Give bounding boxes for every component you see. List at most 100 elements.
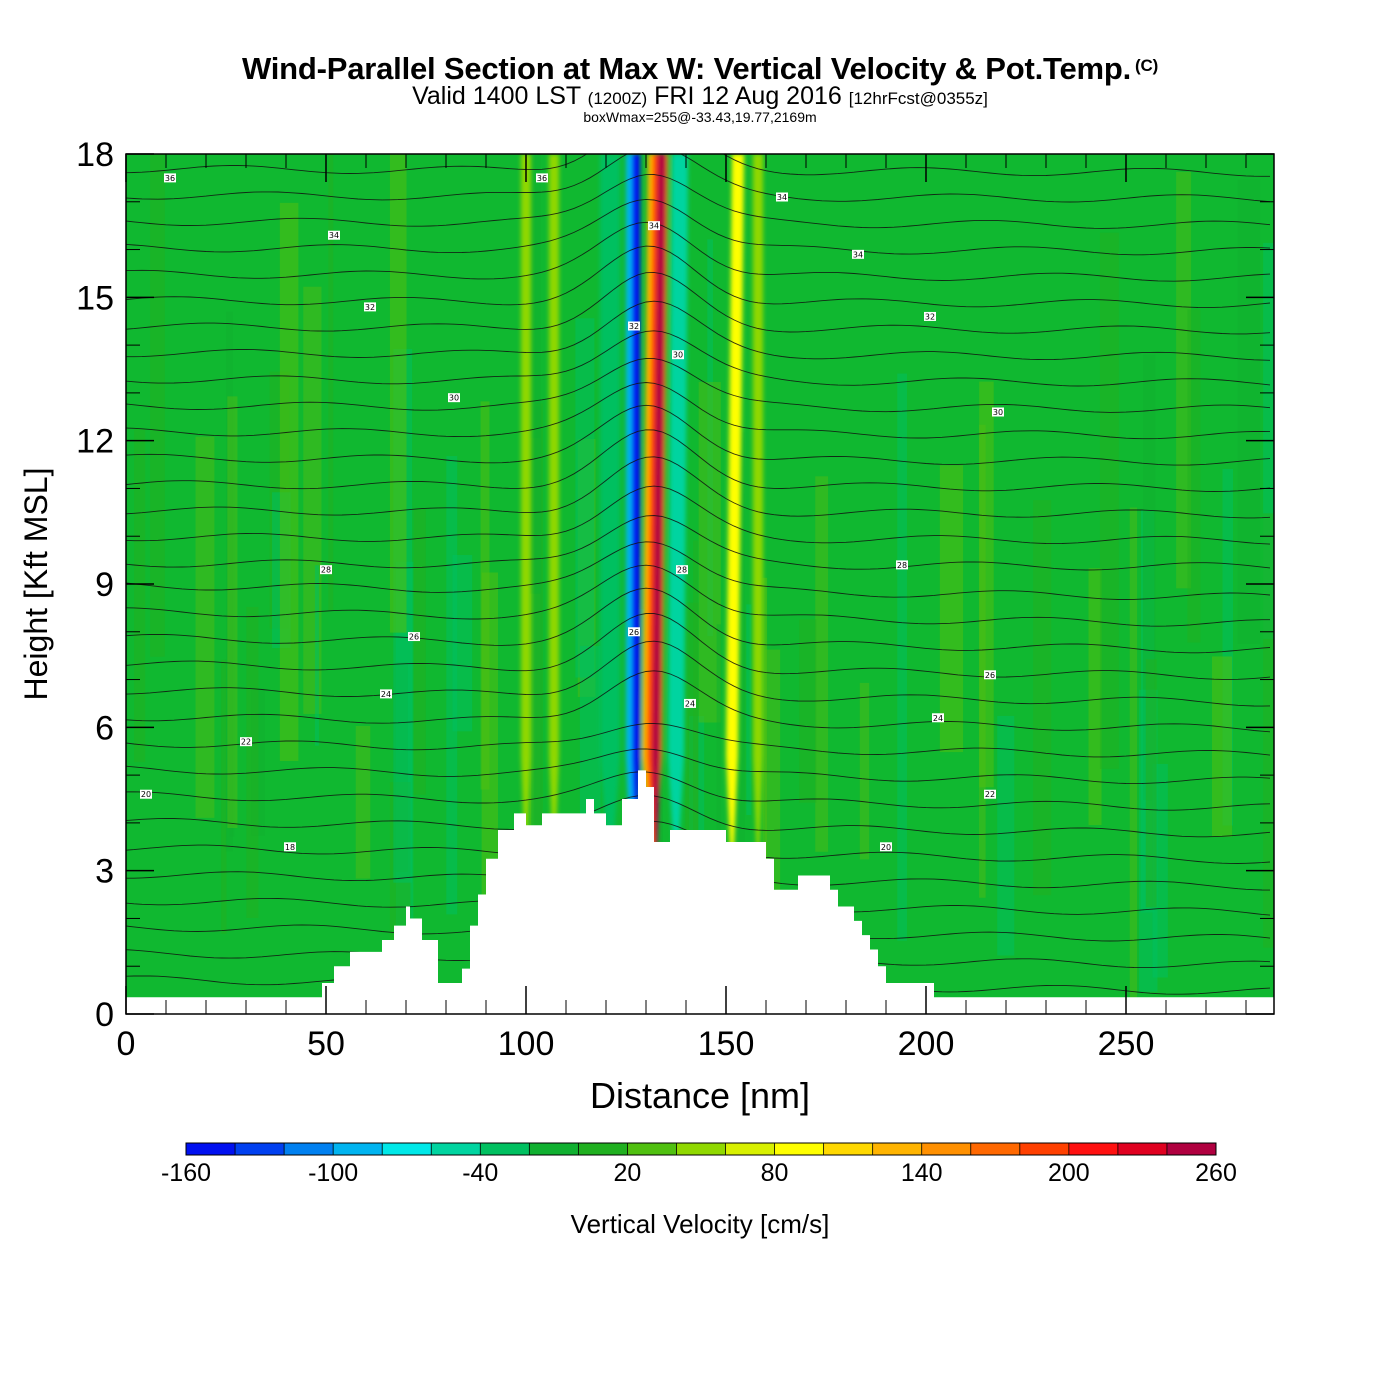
colorbar-swatch [872,1143,923,1155]
velocity-streak [746,604,752,816]
theta-label-box [408,632,420,642]
velocity-streak [997,715,1015,956]
colorbar-swatch [382,1143,432,1155]
theta-label-box [320,565,332,575]
velocity-streak [1033,500,1052,896]
theta-contour [126,794,1271,838]
theta-label: 32 [924,311,936,321]
theta-label-text: 30 [993,408,1003,417]
velocity-streak [314,565,319,746]
velocity-streak [859,682,870,860]
theta-contour [126,771,1271,811]
theta-label-text: 26 [409,633,419,642]
velocity-streak [799,619,817,803]
theta-label: 26 [628,627,640,637]
theta-label: 34 [852,249,864,259]
theta-label-box [676,565,688,575]
theta-label-box [984,789,996,799]
y-tick-label: 18 [76,136,114,174]
theta-label-box [140,789,152,799]
velocity-streak [1129,507,1138,1013]
colorbar-swatch [970,1143,1021,1155]
y-axis-label: Height [Kft MSL] [18,468,54,701]
theta-label-box [880,842,892,852]
theta-label-box [984,670,996,680]
colorbar-tick-label: -100 [308,1159,358,1187]
colorbar-swatch [578,1143,628,1155]
theta-contours [126,154,1271,995]
colorbar-tick-label: -40 [462,1159,498,1187]
theta-label-text: 32 [925,312,935,321]
theta-label-box [896,560,908,570]
theta-contour [126,154,1270,177]
theta-contour [126,358,1271,413]
copyright-mark: (C) [1135,56,1159,75]
y-tick-label: 3 [95,853,114,891]
velocity-band [521,154,531,852]
theta-contour [126,515,1271,571]
velocity-band [549,154,559,852]
x-tick-label: 50 [307,1025,345,1063]
colorbar-swatch [186,1143,236,1155]
theta-label-text: 20 [141,790,151,799]
theta-contour [126,485,1271,545]
valid-prefix: Valid 1400 LST [412,82,581,110]
theta-contour [126,640,1271,707]
velocity-streak [716,624,722,847]
colorbar-swatch [284,1143,334,1155]
colorbar-swatch [823,1143,874,1155]
velocity-streak [1222,469,1234,826]
velocity-streak [195,436,215,818]
colorbar: -160 -100 -40 20 80 140 200 260 [161,1142,1237,1187]
theta-label-text: 30 [673,351,683,360]
theta-contour [126,198,1271,256]
theta-label-box [328,230,340,240]
theta-contour [126,154,1271,203]
theta-label-box [924,311,936,321]
colorbar-tick-label: 20 [614,1159,642,1187]
theta-label: 28 [896,560,908,570]
colorbar-swatch [235,1143,285,1155]
theta-label-text: 26 [985,671,995,680]
theta-label: 34 [328,230,340,240]
theta-contour [126,456,1271,519]
theta-label: 36 [536,173,548,183]
velocity-streak [1099,232,1119,769]
theta-contour [126,748,1271,785]
velocity-streak [1263,513,1274,948]
colorbar-swatch [1166,1143,1217,1155]
theta-label-text: 32 [629,322,639,331]
colorbar-frame [185,1142,1217,1156]
theta-label-box [448,393,460,403]
colorbar-swatch [676,1143,727,1155]
velocity-streak [328,154,334,611]
velocity-streak [1176,171,1192,589]
velocity-streak [413,509,426,795]
colorbar-swatch [1068,1143,1119,1155]
theta-label: 20 [140,789,152,799]
theta-contour [126,221,1271,282]
terrain-mask [126,770,1274,1014]
valid-date: FRI 12 Aug 2016 [654,82,842,110]
colorbar-tick-label: 200 [1048,1159,1090,1187]
theta-label-box [364,302,376,312]
velocity-streak [246,606,259,919]
theta-label-text: 22 [985,790,995,799]
colorbar-swatch [921,1143,972,1155]
theta-label-text: 36 [537,174,547,183]
theta-label: 28 [320,565,332,575]
theta-label-text: 34 [777,193,787,202]
theta-label: 28 [676,565,688,575]
theta-contour [126,245,1271,309]
colorbar-swatch [431,1143,481,1155]
velocity-streak [279,202,299,762]
colorbar-swatch [725,1143,776,1155]
theta-label-box [932,713,944,723]
theta-label: 24 [380,689,392,699]
forecast-label: [12hrFcst@0355z] [848,89,988,108]
chart-title: Wind-Parallel Section at Max W: Vertical… [0,51,1400,87]
theta-label-text: 34 [853,250,863,259]
theta-label: 30 [992,407,1004,417]
velocity-streak [227,396,238,829]
